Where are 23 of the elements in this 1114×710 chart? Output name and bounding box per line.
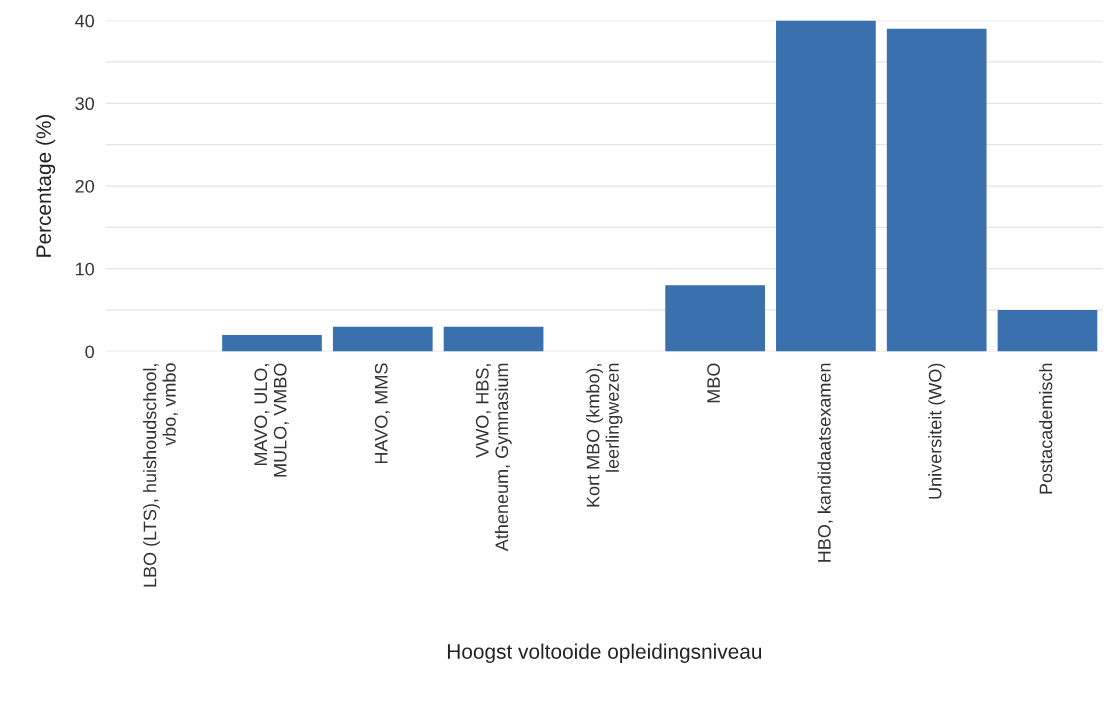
bar [665,285,765,352]
y-tick-label: 20 [75,179,95,193]
x-tick-label: MAVO, ULO, MULO, VMBO [254,363,289,477]
x-tick-label: Postacademisch [1039,363,1053,494]
x-tick-label: LBO (LTS), huishoudschool, vbo, vmbo [143,363,178,587]
y-tick-label: 0 [85,345,95,359]
bar [222,334,322,352]
x-tick-label: Kort MBO (kmbo), leerlingwezen [586,363,623,507]
x-tick-label: HAVO, MMS [374,363,390,464]
bar [776,20,876,352]
y-axis-title: Percentage (%) [35,114,56,257]
bar [997,310,1098,352]
x-axis-title: Hoogst voltooide opleidingsniveau [447,643,762,664]
x-tick-label: VWO, HBS, Atheneum, Gymnasium [475,363,512,552]
bar [332,326,433,352]
bar [886,28,987,352]
bar [443,326,544,352]
y-tick-label: 40 [75,14,95,28]
x-tick-label: MBO [707,363,720,403]
x-tick-label: HBO, kandidaatsexamen [817,363,833,562]
y-tick-label: 30 [75,97,95,111]
x-tick-label: Universiteit (WO) [928,363,946,499]
y-tick-label: 10 [76,262,95,276]
